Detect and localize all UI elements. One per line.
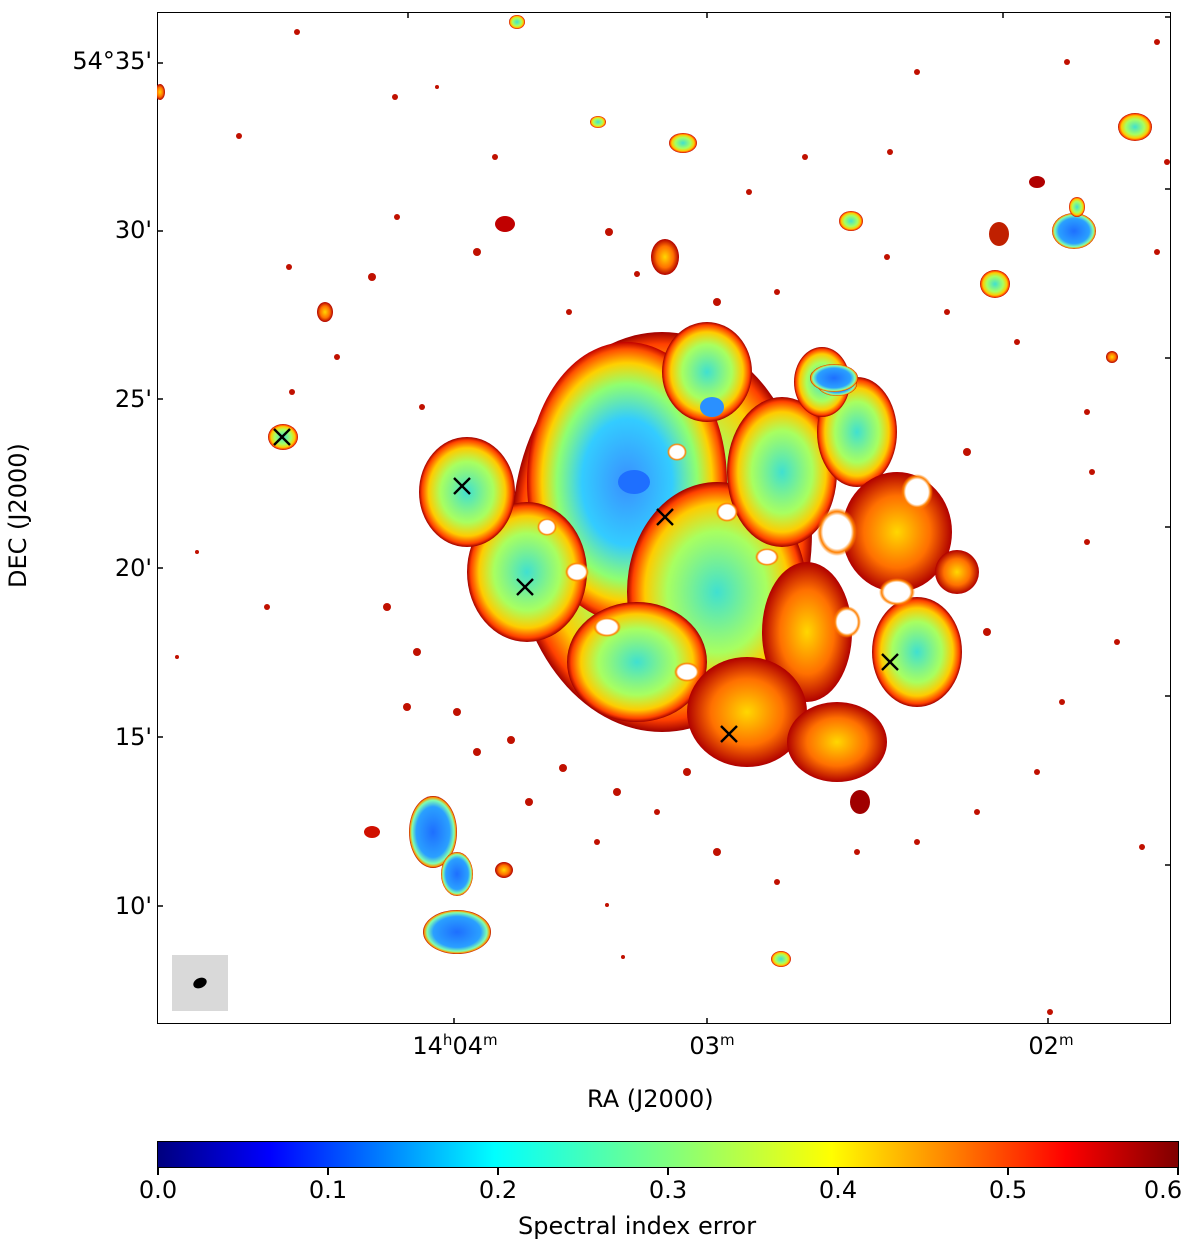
x-marker — [516, 578, 534, 596]
spectral-index-error-map — [157, 12, 1171, 1024]
x-marker — [656, 508, 674, 526]
colorbar — [157, 1141, 1179, 1168]
colorbar-tick — [1177, 1168, 1179, 1175]
colorbar-tick — [1007, 1168, 1009, 1175]
y-tick-label: 30' — [114, 216, 152, 244]
x-tick-label: 14h04m — [412, 1031, 498, 1060]
x-markers — [273, 428, 899, 743]
y-tick-label: 25' — [114, 385, 152, 413]
x-tick-label: 03m — [689, 1031, 735, 1060]
beam-ellipse — [193, 977, 207, 989]
x-tick-label: 02m — [1028, 1031, 1074, 1060]
beam-inset — [172, 955, 228, 1011]
colorbar-tick-label: 0.2 — [478, 1176, 518, 1204]
compact-sources — [157, 15, 1152, 967]
axis-ticks — [157, 12, 1171, 1024]
x-marker — [453, 477, 471, 495]
y-tick-label: 54°35' — [72, 47, 152, 75]
colorbar-tick-label: 0.6 — [1143, 1176, 1183, 1204]
colorbar-tick — [327, 1168, 329, 1175]
colorbar-tick-label: 0.5 — [988, 1176, 1028, 1204]
central-emission — [419, 322, 979, 782]
y-tick-label: 20' — [114, 554, 152, 582]
y-tick-label: 15' — [114, 723, 152, 751]
colorbar-tick — [667, 1168, 669, 1175]
x-marker — [881, 653, 899, 671]
x-axis-title: RA (J2000) — [587, 1085, 714, 1113]
colorbar-tick — [497, 1168, 499, 1175]
y-axis-title: DEC (J2000) — [4, 443, 32, 588]
noise-specks — [175, 29, 1170, 1015]
colorbar-tick-label: 0.4 — [818, 1176, 858, 1204]
colorbar-tick-label: 0.0 — [138, 1176, 178, 1204]
x-marker — [720, 725, 738, 743]
colorbar-tick — [157, 1168, 159, 1175]
y-tick-label: 10' — [114, 892, 152, 920]
colorbar-tick — [837, 1168, 839, 1175]
x-marker — [273, 428, 291, 446]
colorbar-tick-label: 0.3 — [648, 1176, 688, 1204]
colorbar-title: Spectral index error — [518, 1212, 757, 1240]
colorbar-tick-label: 0.1 — [308, 1176, 348, 1204]
